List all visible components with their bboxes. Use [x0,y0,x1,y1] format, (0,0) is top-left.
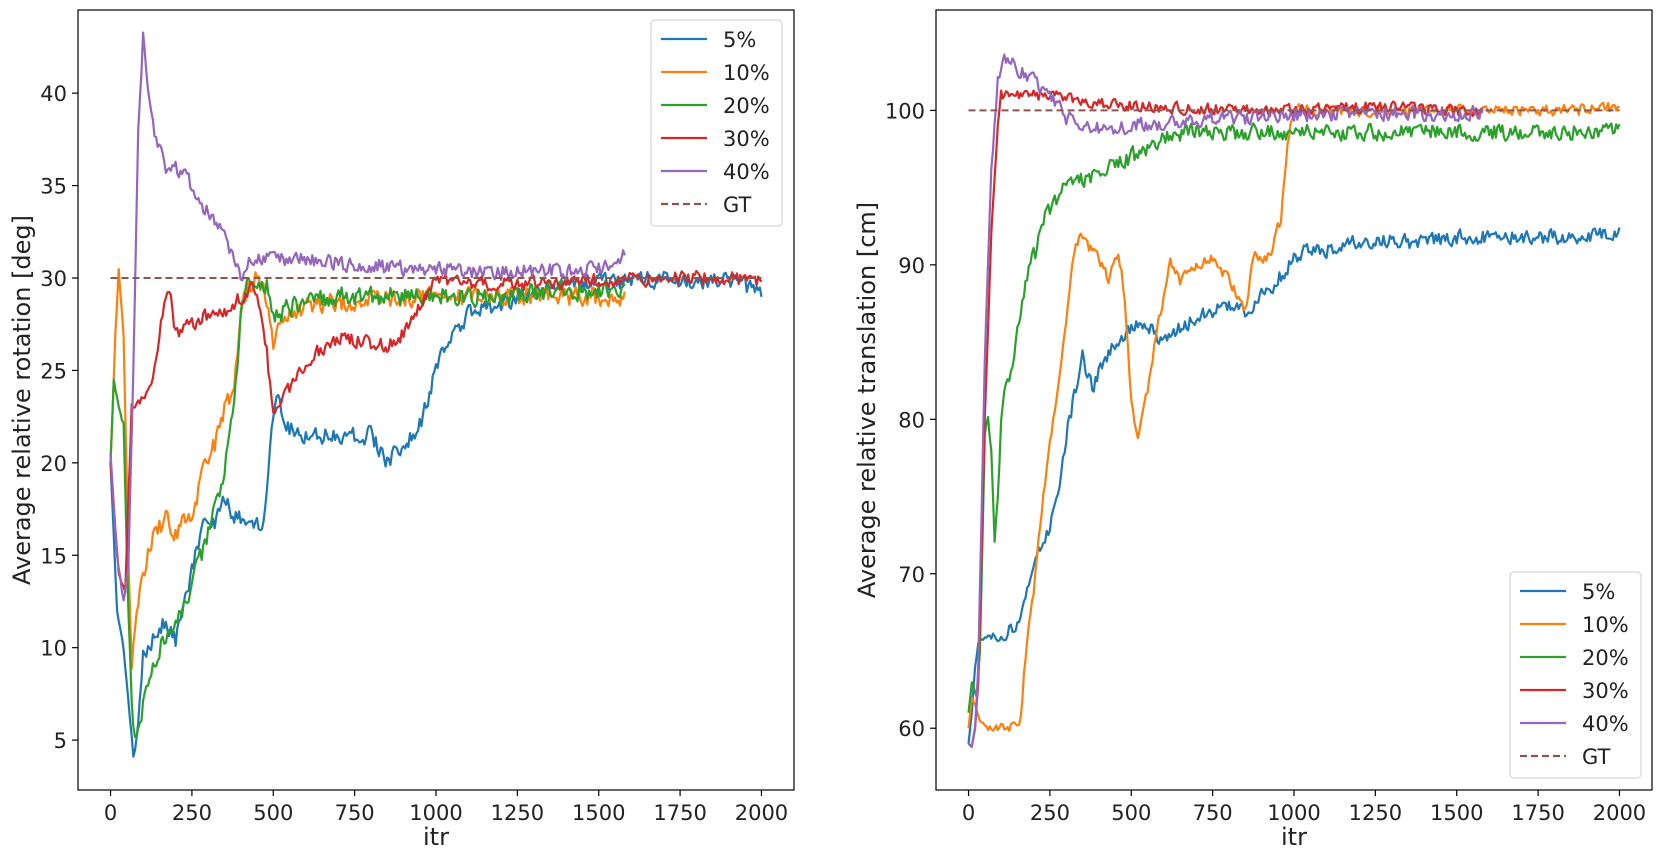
rotation-legend-label: 10% [723,61,770,85]
translation-legend-label: 10% [1582,613,1629,637]
translation-legend: 5% 10% 20% 30% 40% GT [1509,571,1642,779]
rotation-series-line-20pct [109,277,626,739]
translation-series-line-40pct [967,53,1484,748]
rotation-y-tick-label: 40 [40,82,67,106]
rotation-x-tick-label: 1000 [409,801,462,825]
rotation-legend-label: 40% [723,160,770,184]
rotation-y-axis-label: Average relative rotation [deg] [8,215,36,585]
rotation-legend-label: 20% [723,94,770,118]
rotation-y-tick-label: 25 [40,359,67,383]
translation-series-line-5pct [967,227,1621,744]
translation-x-tick-label: 0 [962,801,975,825]
translation-x-tick-label: 1250 [1349,801,1402,825]
rotation-x-tick-label: 250 [172,801,212,825]
translation-series-layer [967,53,1621,748]
translation-legend-label: 5% [1582,580,1615,604]
rotation-series-layer [109,31,763,758]
translation-legend-frame [1509,571,1642,779]
rotation-series-line-5pct [109,270,763,758]
rotation-legend: 5% 10% 20% 30% 40% GT [650,19,783,227]
translation-tick-layer: 0 250 500 750 1000 1250 1500 1750 2000 60 70 80 90 10… [885,99,1646,825]
translation-x-tick-label: 2000 [1593,801,1646,825]
rotation-tick-layer: 0 250 500 750 1000 1250 1500 1750 2000 5 10 15 20 25 3… [40,82,788,825]
translation-y-axis-label: Average relative translation [cm] [853,202,881,598]
rotation-x-tick-label: 500 [253,801,293,825]
translation-y-tick-label: 70 [898,563,925,587]
rotation-x-tick-label: 2000 [735,801,788,825]
translation-x-tick-label: 750 [1193,801,1233,825]
rotation-legend-label: GT [723,193,752,217]
translation-x-tick-label: 1750 [1511,801,1564,825]
rotation-y-tick-label: 30 [40,267,67,291]
translation-y-tick-label: 90 [898,254,925,278]
rotation-x-tick-label: 1250 [491,801,544,825]
rotation-x-tick-label: 0 [104,801,117,825]
translation-legend-label: 30% [1582,679,1629,703]
rotation-series-line-30pct [109,269,763,594]
translation-legend-label: GT [1582,745,1611,769]
rotation-x-tick-label: 750 [335,801,375,825]
rotation-x-tick-label: 1750 [653,801,706,825]
rotation-legend-label: 5% [723,28,756,52]
rotation-y-tick-label: 20 [40,452,67,476]
translation-y-tick-label: 60 [898,717,925,741]
translation-y-tick-label: 100 [885,99,925,123]
translation-legend-items: 5% 10% 20% 30% 40% GT [1520,580,1629,769]
translation-chart: 0 250 500 750 1000 1250 1500 1750 2000 60 70 80 90 10… [853,9,1653,851]
translation-legend-label: 20% [1582,646,1629,670]
translation-x-axis-label: itr [1281,823,1307,851]
rotation-y-tick-label: 5 [54,729,67,753]
translation-series-line-20pct [967,122,1621,713]
rotation-y-tick-label: 10 [40,637,67,661]
translation-legend-label: 40% [1582,712,1629,736]
rotation-series-line-40pct [109,31,626,602]
rotation-legend-frame [650,19,783,227]
translation-x-tick-label: 1000 [1267,801,1320,825]
rotation-x-tick-label: 1500 [572,801,625,825]
translation-x-tick-label: 1500 [1430,801,1483,825]
rotation-y-tick-label: 15 [40,544,67,568]
translation-y-tick-label: 80 [898,408,925,432]
translation-x-tick-label: 500 [1111,801,1151,825]
rotation-legend-label: 30% [723,127,770,151]
translation-x-tick-label: 250 [1030,801,1070,825]
rotation-x-axis-label: itr [423,823,449,851]
rotation-chart: 0 250 500 750 1000 1250 1500 1750 2000 5 10 15 20 25 3… [8,9,795,851]
rotation-y-tick-label: 35 [40,175,67,199]
rotation-legend-items: 5% 10% 20% 30% 40% GT [661,28,770,217]
